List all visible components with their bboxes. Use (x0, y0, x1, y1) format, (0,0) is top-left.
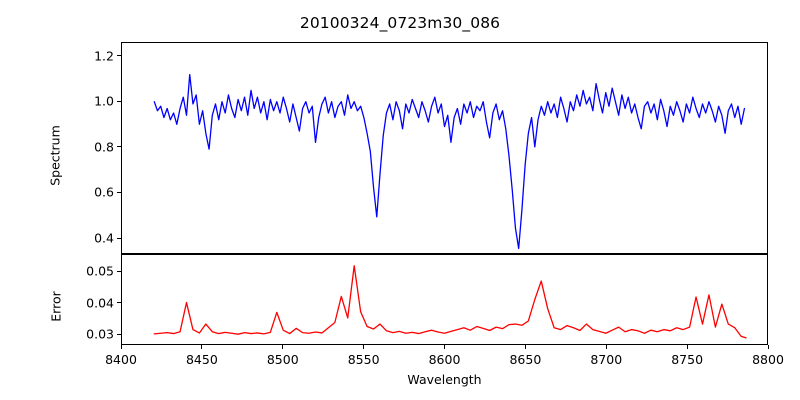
y-tick-label-error-0.05: 0.05 (86, 263, 114, 279)
y-tick-mark-spectrum-1 (117, 100, 121, 102)
y-tick-mark-spectrum-0.4 (117, 237, 121, 239)
y-tick-label-spectrum-0.8: 0.8 (94, 139, 114, 155)
y-tick-mark-error-0.05 (117, 270, 121, 272)
x-tick-label-8500: 8500 (266, 352, 299, 367)
x-tick-label-8800: 8800 (752, 352, 784, 367)
x-tick-label-8550: 8550 (347, 352, 380, 367)
x-tick-mark-8700 (605, 345, 607, 349)
x-tick-label-8600: 8600 (428, 352, 461, 367)
x-tick-mark-8450 (201, 345, 203, 349)
y-tick-mark-error-0.03 (117, 333, 121, 335)
y-tick-label-spectrum-1.2: 1.2 (94, 48, 114, 64)
y-tick-label-error-0.03: 0.03 (86, 326, 114, 342)
spectrum-panel-path (154, 75, 744, 249)
y-tick-mark-spectrum-0.6 (117, 191, 121, 194)
error-axes (121, 254, 768, 345)
y-tick-mark-spectrum-0.8 (117, 146, 121, 148)
y-tick-label-error-0.04: 0.04 (86, 295, 114, 311)
x-tick-mark-8750 (686, 345, 688, 349)
y-tick-mark-error-0.04 (117, 302, 121, 304)
y-tick-label-spectrum-0.6: 0.6 (94, 184, 114, 200)
spectrum-line-plot (122, 43, 767, 253)
y-axis-label-spectrum: Spectrum (47, 125, 63, 186)
x-tick-label-8700: 8700 (590, 352, 623, 367)
x-tick-mark-8800 (767, 345, 769, 349)
x-tick-mark-8650 (524, 345, 526, 349)
error-line-plot (122, 255, 767, 344)
x-tick-mark-8600 (444, 345, 446, 349)
figure-title: 20100324_0723m30_086 (299, 14, 501, 32)
x-tick-mark-8550 (363, 345, 365, 349)
x-tick-mark-8500 (282, 345, 284, 349)
y-axis-label-error: Error (48, 291, 64, 322)
x-tick-label-8400: 8400 (105, 352, 137, 367)
error-panel-path (154, 266, 746, 338)
x-tick-label-8650: 8650 (509, 352, 542, 367)
y-tick-label-spectrum-1: 1.0 (94, 93, 114, 109)
y-tick-label-spectrum-0.4: 0.4 (94, 230, 114, 246)
x-axis-label-wavelength: Wavelength (407, 372, 482, 387)
x-tick-label-8750: 8750 (671, 352, 704, 367)
x-tick-label-8450: 8450 (185, 352, 218, 367)
y-tick-mark-spectrum-1.2 (117, 55, 121, 57)
spectrum-axes (121, 42, 768, 254)
x-tick-mark-8400 (120, 345, 122, 349)
